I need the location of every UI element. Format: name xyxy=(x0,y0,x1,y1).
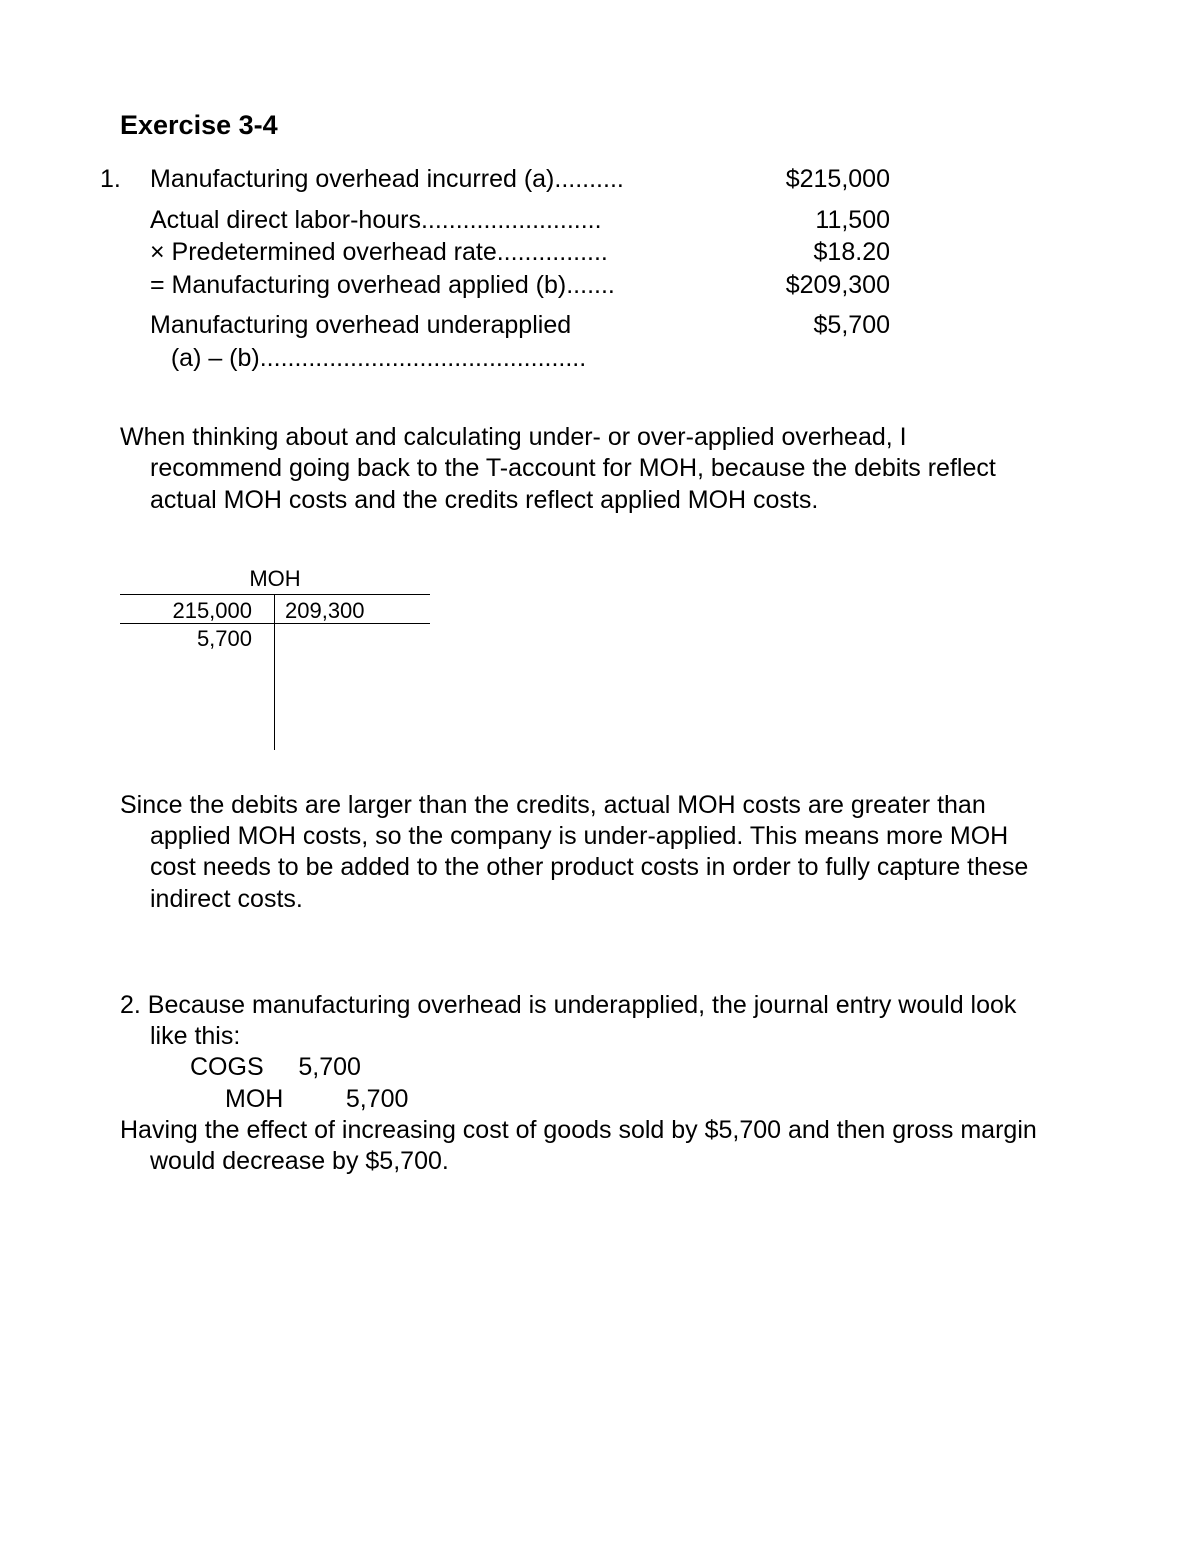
t-account: MOH 215,000 5,700 209,300 xyxy=(120,566,1100,750)
part1-number: 1. xyxy=(100,163,150,382)
paragraph-2: Since the debits are larger than the cre… xyxy=(120,790,1040,915)
calc-line-value: $209,300 xyxy=(690,269,890,302)
calc-line-value: 11,500 xyxy=(690,204,890,237)
calc-line-value: $18.20 xyxy=(690,236,890,269)
part2-intro: 2. Because manufacturing overhead is und… xyxy=(120,990,1040,1053)
t-account-grid: 215,000 5,700 209,300 xyxy=(120,595,430,750)
t-account-title: MOH xyxy=(120,566,430,595)
part1-values: $215,000 11,500 $18.20 $209,300 $5,700 xyxy=(690,163,890,382)
calc-line-label: Manufacturing overhead incurred (a).....… xyxy=(150,163,690,196)
calc-line-label: = Manufacturing overhead applied (b)....… xyxy=(150,269,690,302)
calc-line-value: $215,000 xyxy=(690,163,890,196)
calc-line-label: Actual direct labor-hours...............… xyxy=(150,204,690,237)
calc-line-value: $5,700 xyxy=(690,309,890,342)
paragraph-1: When thinking about and calculating unde… xyxy=(120,422,1040,516)
journal-credit: MOH 5,700 xyxy=(225,1084,1040,1115)
exercise-title: Exercise 3-4 xyxy=(120,110,1100,141)
journal-debit: COGS 5,700 xyxy=(190,1052,1040,1083)
calc-line-label: (a) – (b)...............................… xyxy=(150,342,690,375)
part1-calculation: 1. Manufacturing overhead incurred (a)..… xyxy=(100,163,1100,382)
t-account-underline xyxy=(120,623,430,624)
t-debit: 5,700 xyxy=(130,627,252,655)
part2: 2. Because manufacturing overhead is und… xyxy=(120,990,1040,1178)
page: Exercise 3-4 1. Manufacturing overhead i… xyxy=(0,0,1200,1553)
calc-line-label: Manufacturing overhead underapplied xyxy=(150,309,690,342)
part2-effect: Having the effect of increasing cost of … xyxy=(120,1115,1040,1178)
part1-labels: Manufacturing overhead incurred (a).....… xyxy=(150,163,690,382)
t-account-debits: 215,000 5,700 xyxy=(120,595,275,750)
t-account-credits: 209,300 xyxy=(275,595,430,750)
calc-line-label: × Predetermined overhead rate...........… xyxy=(150,236,690,269)
